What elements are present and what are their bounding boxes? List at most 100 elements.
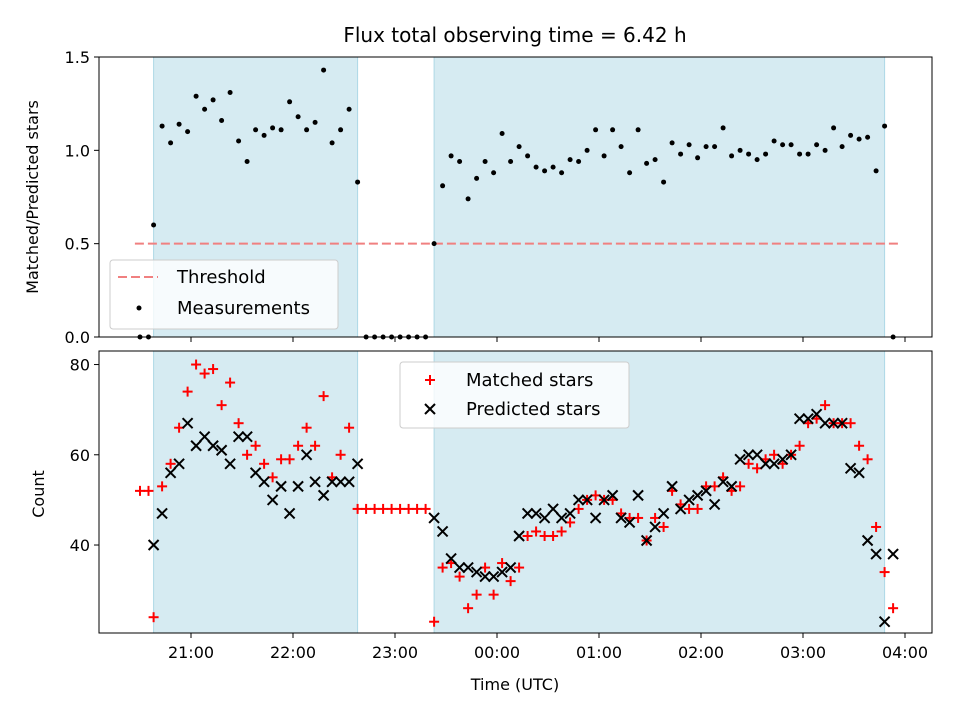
x-b xyxy=(581,494,593,506)
x-b xyxy=(309,476,321,488)
x-b xyxy=(810,408,823,420)
x-b xyxy=(776,453,789,465)
top-y-axis-label: Matched/Predicted stars xyxy=(23,100,42,294)
measurement-point xyxy=(457,159,463,165)
x-b xyxy=(717,476,729,488)
predicted-star-point xyxy=(156,507,168,520)
y-tick-label: 80 xyxy=(70,356,90,375)
predicted-star-point xyxy=(555,512,568,524)
predicted-star-point xyxy=(742,449,755,461)
x-b xyxy=(249,467,262,479)
measurement-point xyxy=(431,241,437,247)
matched-star-point xyxy=(463,603,474,614)
x-b xyxy=(424,403,436,415)
predicted-star-point xyxy=(343,476,355,488)
predicted-star-point xyxy=(147,539,160,551)
matched-star-point xyxy=(437,562,448,573)
legend-predicted-label: Predicted stars xyxy=(466,399,600,420)
matched-star-point xyxy=(412,503,423,514)
x-b xyxy=(793,412,806,425)
x-b xyxy=(734,453,746,465)
predicted-star-point xyxy=(496,566,508,578)
measurement-point xyxy=(151,222,157,228)
x-b xyxy=(683,494,695,506)
predicted-star-point xyxy=(793,412,806,425)
predicted-star-point xyxy=(632,489,644,502)
legend-box xyxy=(109,259,339,330)
x-b xyxy=(819,417,831,429)
x-b xyxy=(445,552,457,565)
matched-star-point xyxy=(454,571,465,582)
measurement-point xyxy=(882,123,888,129)
predicted-star-point xyxy=(751,449,763,461)
predicted-star-point xyxy=(615,512,627,524)
predicted-star-point xyxy=(445,552,457,565)
x-b xyxy=(598,494,610,506)
matched-star-point xyxy=(735,481,746,492)
predicted-star-point xyxy=(759,458,772,470)
x-b xyxy=(462,561,474,574)
matched-star-point xyxy=(148,612,159,623)
matched-star-point xyxy=(378,503,389,514)
measurement-point xyxy=(669,140,675,146)
predicted-star-point xyxy=(334,476,347,488)
matched-star-point xyxy=(233,418,244,429)
measurement-point xyxy=(278,127,284,133)
measurement-point xyxy=(193,93,199,99)
x-b xyxy=(844,462,857,475)
x-b xyxy=(513,530,525,542)
measurement-point xyxy=(771,138,777,144)
predicted-star-point xyxy=(836,417,848,429)
matched-star-point xyxy=(854,440,865,451)
x-b xyxy=(317,489,330,502)
predicted-star-point xyxy=(878,616,891,628)
measurement-point xyxy=(839,144,845,150)
measurement-point xyxy=(635,127,641,133)
x-b xyxy=(300,449,313,461)
predicted-star-point xyxy=(700,485,712,497)
measurement-point xyxy=(559,170,565,176)
matched-star-point xyxy=(318,391,329,402)
predicted-star-point xyxy=(853,467,865,479)
x-b xyxy=(640,534,653,547)
predicted-star-point xyxy=(300,449,313,461)
predicted-star-point xyxy=(309,476,321,488)
measurement-point xyxy=(550,164,556,170)
matched-star-point xyxy=(548,530,559,541)
x-b xyxy=(768,458,780,470)
measurement-point xyxy=(312,119,318,125)
x-b xyxy=(190,440,202,452)
x-b xyxy=(623,516,636,529)
shaded-interval xyxy=(433,56,886,338)
predicted-star-point xyxy=(232,431,245,443)
measurement-point xyxy=(346,106,352,112)
predicted-star-point xyxy=(428,512,440,524)
predicted-star-point xyxy=(785,449,797,461)
predicted-star-point xyxy=(462,561,474,574)
x-b xyxy=(691,489,704,502)
matched-star-point xyxy=(361,503,372,514)
measurement-point xyxy=(865,134,871,140)
matched-star-point xyxy=(208,364,219,375)
predicted-star-point xyxy=(589,512,602,524)
measurement-point xyxy=(210,97,216,103)
x-b xyxy=(453,561,466,574)
y-tick-label: 1.5 xyxy=(65,48,90,67)
predicted-star-point xyxy=(581,494,593,506)
measurement-point xyxy=(822,147,828,153)
x-b xyxy=(326,476,338,488)
legend-matched-label: Matched stars xyxy=(466,370,593,391)
top-legend: Threshold Measurements xyxy=(109,259,339,330)
measurement-point xyxy=(567,157,573,163)
predicted-star-point xyxy=(547,503,559,515)
x-b xyxy=(853,467,865,479)
y-tick-label: 40 xyxy=(70,536,90,555)
matched-star-point xyxy=(658,521,669,532)
predicted-star-point xyxy=(606,489,619,502)
matched-star-point xyxy=(794,440,805,451)
x-b xyxy=(632,489,644,502)
y-tick-label: 1.0 xyxy=(65,141,90,160)
matched-star-point xyxy=(684,503,695,514)
matched-star-point xyxy=(820,400,831,411)
predicted-star-point xyxy=(241,431,253,443)
